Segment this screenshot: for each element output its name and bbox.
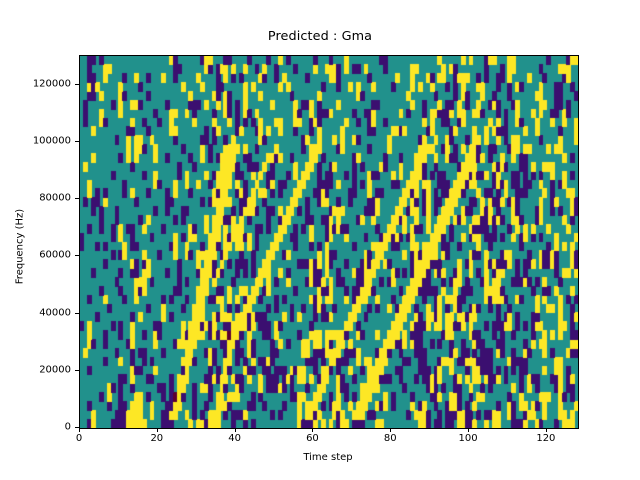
- heatmap-canvas: [80, 56, 578, 428]
- x-axis-label: Time step: [303, 452, 353, 463]
- x-tick-label: 120: [536, 433, 556, 444]
- y-tick-mark: [75, 312, 79, 314]
- x-tick-mark: [156, 428, 158, 432]
- y-tick-label: 120000: [32, 78, 71, 90]
- x-tick-label: 40: [228, 433, 241, 444]
- x-tick-label: 60: [306, 433, 319, 444]
- x-tick-mark: [234, 428, 236, 432]
- x-tick-label: 20: [150, 433, 164, 444]
- y-tick-label: 40000: [39, 307, 71, 319]
- y-tick-mark: [75, 427, 79, 428]
- heatmap-axes: [79, 55, 579, 429]
- y-tick-label: 100000: [32, 135, 71, 147]
- x-tick-mark: [390, 428, 392, 432]
- x-tick-mark: [79, 428, 80, 432]
- x-tick-label: 100: [458, 433, 478, 444]
- y-tick-mark: [75, 255, 79, 257]
- x-tick-mark: [468, 428, 470, 432]
- y-tick-mark: [75, 140, 79, 142]
- y-tick-label: 0: [64, 421, 71, 433]
- x-tick-label: 80: [383, 433, 397, 444]
- page-title: Predicted : Gma: [267, 29, 373, 44]
- y-tick-label: 80000: [39, 192, 71, 204]
- y-tick-label: 60000: [39, 249, 71, 261]
- y-tick-mark: [75, 198, 79, 200]
- y-tick-label: 20000: [39, 364, 71, 376]
- x-tick-label: 0: [75, 433, 83, 444]
- y-axis-label: Frequency (Hz): [14, 208, 26, 285]
- x-tick-mark: [545, 428, 547, 432]
- y-tick-mark: [75, 83, 79, 85]
- x-tick-mark: [312, 428, 314, 432]
- y-tick-mark: [75, 369, 79, 371]
